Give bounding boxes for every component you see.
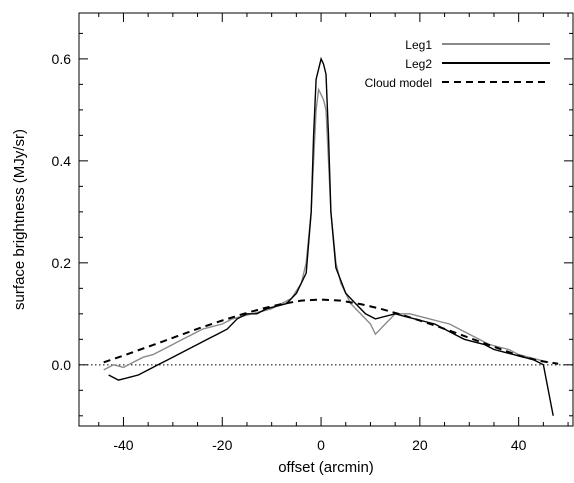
y-tick-label: 0.6	[52, 51, 72, 67]
series-group	[103, 56, 559, 416]
x-tick-label: -20	[212, 437, 232, 453]
y-tick-label: 0.0	[52, 357, 72, 373]
series-line-leg2	[108, 56, 554, 416]
y-tick-label: 0.2	[52, 255, 72, 271]
x-tick-label: 20	[412, 437, 428, 453]
axis-ticks: -40 -20 0 20 40 0.0 0.2 0.4 0.6	[52, 13, 573, 453]
legend-label: Leg1	[405, 38, 432, 52]
plot-frame	[78, 12, 574, 427]
y-axis-label: surface brightness (MJy/sr)	[11, 129, 28, 310]
x-tick-label: -40	[113, 437, 133, 453]
y-tick-label: 0.4	[52, 153, 72, 169]
legend-label: Cloud model	[365, 76, 432, 90]
x-tick-label: 40	[511, 437, 527, 453]
legend-label: Leg2	[405, 57, 432, 71]
x-axis-label: offset (arcmin)	[278, 459, 374, 476]
series-line-leg1	[103, 87, 549, 371]
legend: Leg1 Leg2 Cloud model	[365, 38, 550, 90]
x-tick-label: 0	[317, 437, 325, 453]
